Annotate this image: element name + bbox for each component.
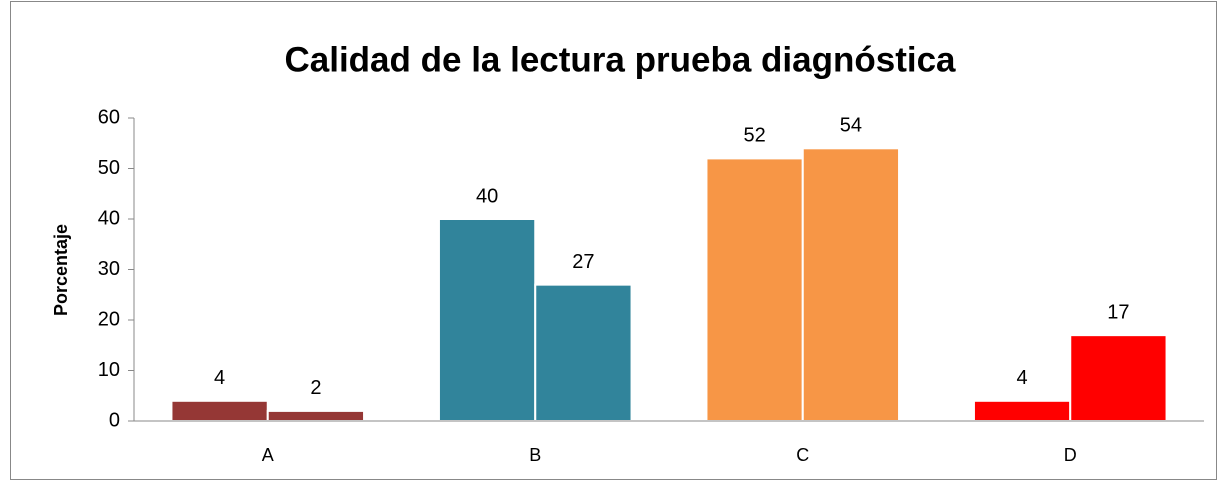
y-tick-label: 50 bbox=[98, 157, 120, 179]
chart-title: Calidad de la lectura prueba diagnóstica bbox=[284, 40, 956, 79]
data-label: 4 bbox=[214, 367, 225, 389]
data-label: 2 bbox=[310, 377, 321, 399]
x-tick-label: A bbox=[262, 445, 274, 465]
bar bbox=[705, 157, 804, 422]
y-tick-label: 10 bbox=[98, 359, 120, 381]
data-label: 40 bbox=[476, 185, 498, 207]
data-label: 17 bbox=[1107, 301, 1129, 323]
bar bbox=[266, 409, 366, 422]
bar bbox=[972, 399, 1072, 422]
data-label: 52 bbox=[743, 125, 765, 147]
bar bbox=[801, 147, 901, 423]
y-tick-label: 30 bbox=[98, 258, 120, 280]
y-axis-label: Porcentaje bbox=[51, 224, 71, 316]
data-label: 54 bbox=[840, 115, 862, 137]
y-tick-label: 60 bbox=[98, 106, 120, 128]
bar bbox=[1069, 334, 1168, 422]
x-tick-label: D bbox=[1064, 445, 1077, 465]
x-tick-label: C bbox=[796, 445, 809, 465]
y-tick-label: 20 bbox=[98, 308, 120, 330]
data-label: 4 bbox=[1017, 367, 1028, 389]
data-label: 27 bbox=[572, 251, 594, 273]
bar bbox=[534, 283, 633, 422]
bar bbox=[437, 218, 537, 422]
x-tick-label: B bbox=[529, 445, 541, 465]
y-tick-label: 40 bbox=[98, 207, 120, 229]
bar bbox=[170, 399, 269, 422]
y-tick-label: 0 bbox=[109, 409, 120, 431]
